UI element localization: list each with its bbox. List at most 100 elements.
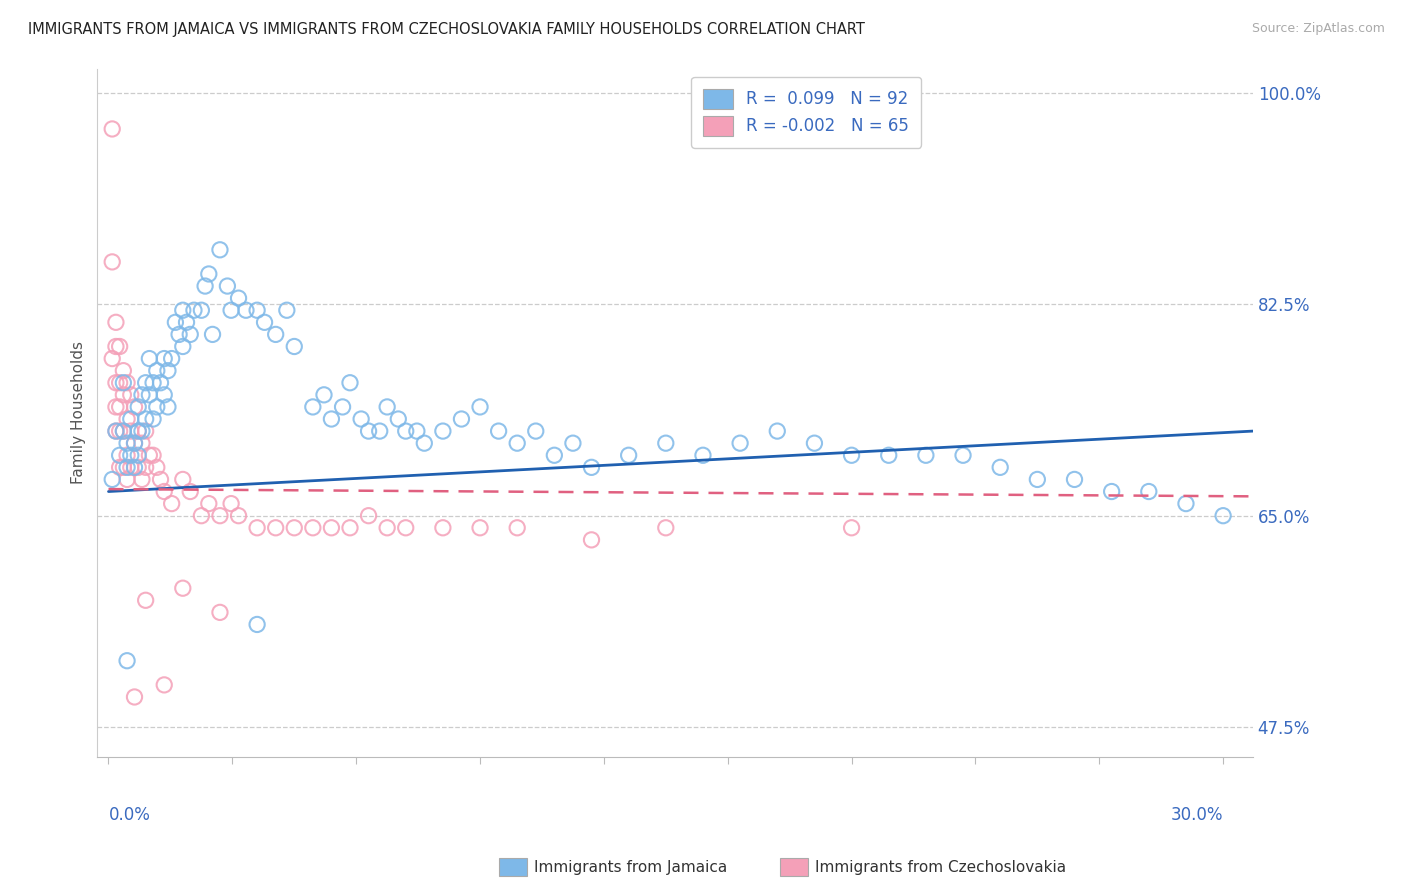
Point (131, 472, 153, 486)
Text: Source: ZipAtlas.com: Source: ZipAtlas.com (1251, 22, 1385, 36)
Point (115, 654, 138, 668)
Point (766, 424, 789, 438)
Point (321, 521, 343, 535)
Point (115, 472, 138, 486)
Point (219, 497, 242, 511)
Point (468, 400, 491, 414)
Point (190, 508, 212, 523)
Point (149, 376, 172, 390)
Point (988, 460, 1011, 475)
Point (138, 388, 160, 402)
Point (101, 122, 124, 136)
Point (877, 448, 900, 462)
Point (135, 376, 157, 390)
Point (228, 508, 250, 523)
Point (952, 448, 974, 462)
Point (108, 460, 131, 475)
Point (115, 460, 138, 475)
Point (395, 521, 418, 535)
Point (561, 436, 583, 450)
Point (135, 593, 157, 607)
Point (395, 424, 418, 438)
Point (524, 424, 547, 438)
Point (581, 533, 603, 547)
Point (153, 484, 176, 499)
Point (208, 508, 231, 523)
Point (339, 376, 361, 390)
Y-axis label: Family Households: Family Households (72, 342, 86, 484)
Point (101, 472, 124, 486)
Point (246, 617, 269, 632)
Point (127, 400, 149, 414)
Point (172, 581, 194, 595)
Point (108, 376, 131, 390)
Bar (780, 858, 808, 876)
Point (142, 448, 165, 462)
Point (692, 448, 714, 462)
Point (450, 412, 472, 426)
Point (149, 472, 172, 486)
Point (104, 315, 127, 329)
Point (156, 364, 179, 378)
Point (112, 424, 135, 438)
Point (127, 424, 149, 438)
Point (543, 448, 565, 462)
Point (405, 424, 427, 438)
Point (115, 436, 138, 450)
Point (1026, 472, 1049, 486)
Point (283, 521, 305, 535)
Point (165, 315, 187, 329)
Point (208, 606, 231, 620)
Point (235, 303, 257, 318)
Point (135, 460, 157, 475)
Point (135, 412, 157, 426)
Point (387, 412, 409, 426)
Point (120, 448, 142, 462)
Point (108, 448, 131, 462)
Point (112, 424, 135, 438)
Point (138, 448, 160, 462)
Point (194, 279, 217, 293)
Point (112, 376, 135, 390)
Point (228, 291, 250, 305)
Point (179, 484, 201, 499)
Point (183, 303, 205, 318)
Point (253, 315, 276, 329)
Point (146, 364, 169, 378)
Point (167, 327, 190, 342)
Point (1101, 484, 1123, 499)
Point (135, 424, 157, 438)
Point (190, 303, 212, 318)
Text: Immigrants from Czechoslovakia: Immigrants from Czechoslovakia (815, 860, 1067, 874)
Point (617, 448, 640, 462)
Point (1212, 508, 1234, 523)
Point (120, 388, 142, 402)
Point (146, 460, 169, 475)
Point (350, 412, 373, 426)
Point (488, 424, 510, 438)
Point (120, 412, 142, 426)
Point (124, 400, 146, 414)
Point (153, 388, 176, 402)
Point (131, 388, 153, 402)
Text: 0.0%: 0.0% (108, 805, 150, 823)
Point (655, 521, 678, 535)
Point (201, 327, 224, 342)
Point (581, 460, 603, 475)
Point (413, 436, 436, 450)
Point (104, 400, 127, 414)
Point (339, 521, 361, 535)
Point (160, 497, 183, 511)
Point (1063, 472, 1085, 486)
Point (172, 472, 194, 486)
Point (108, 424, 131, 438)
Point (120, 424, 142, 438)
Point (198, 497, 221, 511)
Point (432, 424, 454, 438)
Point (153, 678, 176, 692)
Point (803, 436, 825, 450)
Point (104, 424, 127, 438)
Point (302, 400, 325, 414)
Point (156, 400, 179, 414)
Point (217, 279, 239, 293)
